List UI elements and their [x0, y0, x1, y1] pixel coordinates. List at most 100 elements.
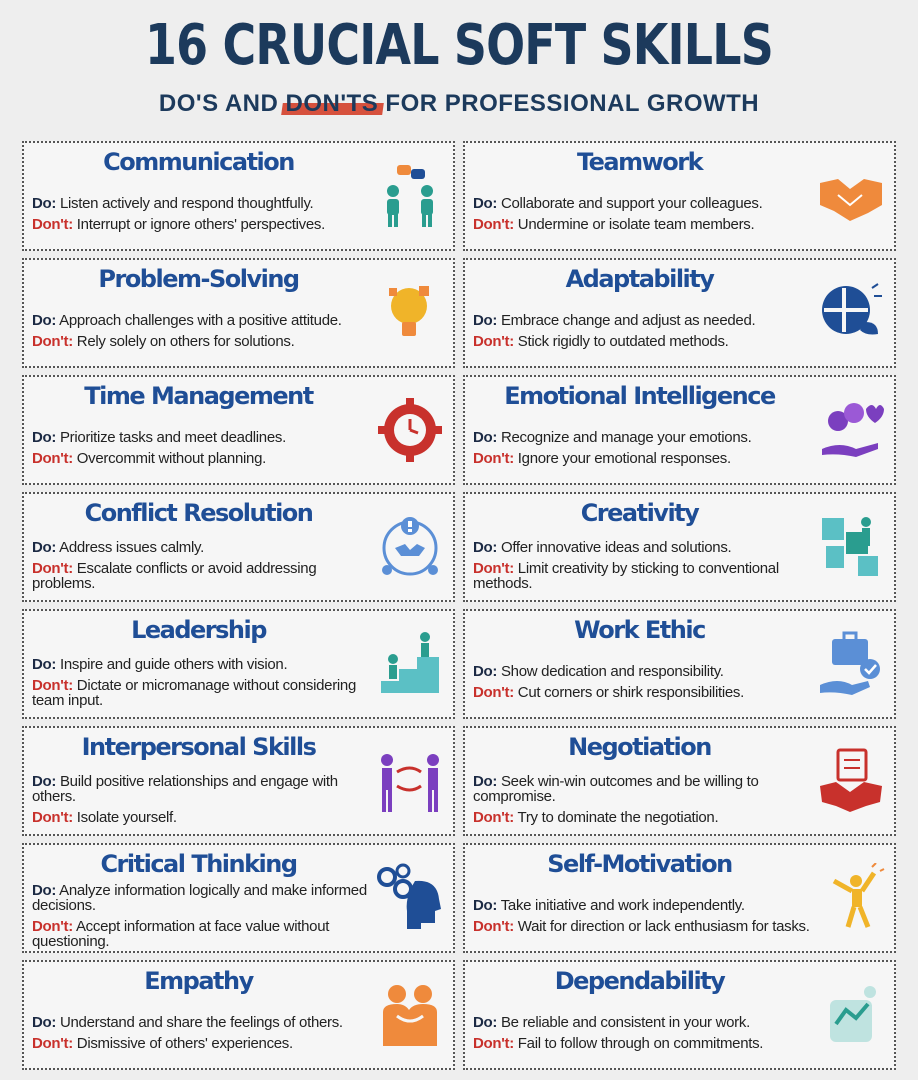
- celebrating-person-icon: [816, 863, 886, 933]
- do-text: Take initiative and work independently.: [500, 897, 745, 914]
- skill-body: Do: Understand and share the feelings of…: [32, 1002, 371, 1064]
- skill-title: Creativity: [580, 499, 700, 527]
- skill-card: Critical Thinking Do: Analyze informatio…: [22, 843, 455, 953]
- dont-line: Don't: Interrupt or ignore others' persp…: [32, 217, 371, 232]
- do-line: Do: Show dedication and responsibility.: [473, 664, 812, 679]
- dont-line: Don't: Limit creativity by sticking to c…: [473, 561, 812, 591]
- skill-card: Work Ethic Do: Show dedication and respo…: [463, 609, 896, 719]
- skill-body: Do: Recognize and manage your emotions. …: [473, 417, 812, 479]
- dont-text: Cut corners or shirk responsibilities.: [517, 684, 744, 701]
- do-label: Do:: [473, 195, 498, 212]
- puzzle-people-icon: [816, 512, 886, 582]
- dont-label: Don't:: [473, 918, 514, 935]
- skill-title: Critical Thinking: [100, 850, 298, 878]
- dont-text: Isolate yourself.: [76, 808, 177, 826]
- do-label: Do:: [32, 195, 57, 212]
- subtitle-post: FOR PROFESSIONAL GROWTH: [378, 90, 760, 117]
- do-line: Do: Recognize and manage your emotions.: [473, 430, 812, 445]
- dont-label: Don't:: [32, 808, 73, 826]
- dont-line: Don't: Rely solely on others for solutio…: [32, 334, 371, 349]
- head-gears-icon: [375, 863, 445, 933]
- do-text: Inspire and guide others with vision.: [59, 655, 288, 673]
- skill-title: Empathy: [144, 967, 254, 995]
- do-line: Do: Prioritize tasks and meet deadlines.: [32, 430, 371, 445]
- do-label: Do:: [473, 429, 498, 446]
- do-label: Do:: [32, 312, 57, 329]
- skill-title: Problem-Solving: [98, 265, 300, 293]
- dont-label: Don't:: [473, 216, 514, 233]
- do-text: Listen actively and respond thoughtfully…: [59, 195, 314, 212]
- dont-text: Dismissive of others' experiences.: [76, 1035, 293, 1052]
- skill-title: Communication: [103, 148, 295, 176]
- subtitle-highlight: DON'TS: [286, 88, 379, 120]
- emotions-hand-icon: [816, 395, 886, 465]
- do-line: Do: Seek win-win outcomes and be willing…: [473, 774, 812, 804]
- dont-text: Wait for direction or lack enthusiasm fo…: [517, 918, 810, 935]
- do-text: Understand and share the feelings of oth…: [59, 1014, 343, 1031]
- skill-title: Teamwork: [576, 148, 704, 176]
- skill-card: Self-Motivation Do: Take initiative and …: [463, 843, 896, 953]
- dont-label: Don't:: [32, 333, 73, 350]
- dont-line: Don't: Dictate or micromanage without co…: [32, 678, 371, 708]
- do-label: Do:: [32, 538, 57, 556]
- skill-card: Empathy Do: Understand and share the fee…: [22, 960, 455, 1070]
- do-line: Do: Take initiative and work independent…: [473, 898, 812, 913]
- dont-line: Don't: Stick rigidly to outdated methods…: [473, 334, 812, 349]
- skills-grid: Communication Do: Listen actively and re…: [22, 141, 896, 1076]
- dont-text: Limit creativity by sticking to conventi…: [473, 559, 779, 592]
- do-line: Do: Offer innovative ideas and solutions…: [473, 540, 812, 555]
- dont-text: Dictate or micromanage without consideri…: [32, 676, 357, 709]
- do-text: Build positive relationships and engage …: [32, 772, 338, 805]
- skill-card: Adaptability Do: Embrace change and adju…: [463, 258, 896, 368]
- dont-label: Don't:: [473, 450, 514, 467]
- skill-title: Self-Motivation: [547, 850, 733, 878]
- skill-card: Creativity Do: Offer innovative ideas an…: [463, 492, 896, 602]
- skill-title: Interpersonal Skills: [81, 733, 317, 761]
- dont-line: Don't: Accept information at face value …: [32, 919, 371, 949]
- lightbulb-puzzle-icon: [375, 278, 445, 348]
- subtitle-pre: DO'S AND: [158, 90, 286, 117]
- dont-label: Don't:: [32, 216, 73, 233]
- dont-line: Don't: Undermine or isolate team members…: [473, 217, 812, 232]
- dont-line: Don't: Try to dominate the negotiation.: [473, 810, 812, 825]
- header: 16 CRUCIAL SOFT SKILLS DO'S AND DON'TS F…: [0, 0, 918, 130]
- do-line: Do: Address issues calmly.: [32, 540, 371, 555]
- dont-text: Overcommit without planning.: [76, 450, 266, 467]
- skill-body: Do: Address issues calmly. Don't: Escala…: [32, 534, 371, 596]
- skill-card: Communication Do: Listen actively and re…: [22, 141, 455, 251]
- skill-body: Do: Build positive relationships and eng…: [32, 768, 371, 830]
- do-label: Do:: [32, 882, 57, 899]
- dont-label: Don't:: [473, 684, 514, 701]
- skill-card: Interpersonal Skills Do: Build positive …: [22, 726, 455, 836]
- handshake-icon: [816, 161, 886, 231]
- do-text: Offer innovative ideas and solutions.: [500, 538, 732, 556]
- skill-body: Do: Collaborate and support your colleag…: [473, 183, 812, 245]
- do-label: Do:: [473, 312, 498, 329]
- skill-title: Negotiation: [568, 733, 712, 761]
- do-text: Approach challenges with a positive atti…: [59, 312, 342, 329]
- skill-body: Do: Show dedication and responsibility. …: [473, 651, 812, 713]
- do-text: Show dedication and responsibility.: [500, 663, 724, 680]
- do-label: Do:: [32, 772, 57, 790]
- do-label: Do:: [473, 897, 498, 914]
- dont-line: Don't: Dismissive of others' experiences…: [32, 1036, 371, 1051]
- do-text: Be reliable and consistent in your work.: [500, 1014, 750, 1031]
- do-line: Do: Inspire and guide others with vision…: [32, 657, 371, 672]
- exchange-people-icon: [375, 746, 445, 816]
- dont-label: Don't:: [473, 333, 514, 350]
- dont-label: Don't:: [32, 676, 73, 694]
- skill-title: Adaptability: [565, 265, 715, 293]
- dont-line: Don't: Ignore your emotional responses.: [473, 451, 812, 466]
- skill-card: Time Management Do: Prioritize tasks and…: [22, 375, 455, 485]
- dont-text: Rely solely on others for solutions.: [76, 333, 295, 350]
- dont-line: Don't: Escalate conflicts or avoid addre…: [32, 561, 371, 591]
- dont-line: Don't: Overcommit without planning.: [32, 451, 371, 466]
- conflict-handshake-icon: [375, 512, 445, 582]
- skill-title: Emotional Intelligence: [504, 382, 776, 410]
- dont-line: Don't: Fail to follow through on commitm…: [473, 1036, 812, 1051]
- dont-text: Escalate conflicts or avoid addressing p…: [32, 559, 317, 592]
- skill-card: Negotiation Do: Seek win-win outcomes an…: [463, 726, 896, 836]
- do-line: Do: Analyze information logically and ma…: [32, 883, 371, 913]
- do-line: Do: Embrace change and adjust as needed.: [473, 313, 812, 328]
- skill-body: Do: Approach challenges with a positive …: [32, 300, 371, 362]
